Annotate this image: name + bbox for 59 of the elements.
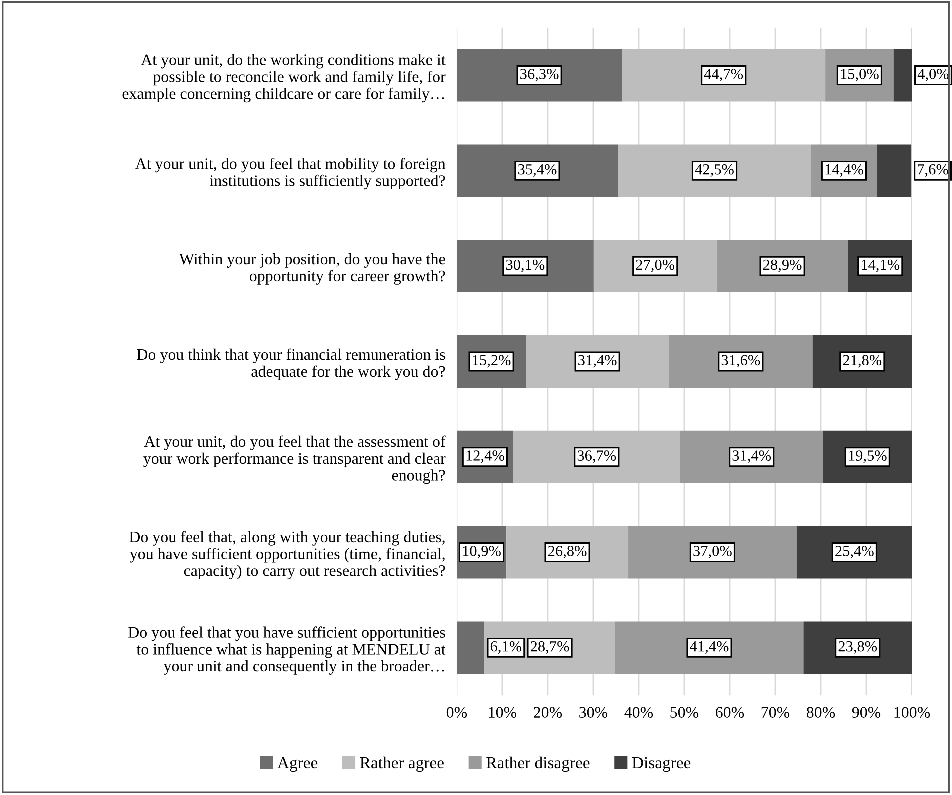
bar	[513, 430, 680, 484]
data-label: 14,4%	[826, 164, 864, 177]
data-label: 31,6%	[722, 355, 760, 368]
bar	[628, 526, 797, 579]
y-tick-label: Within your job position, do you have the opportunity for career growth?	[179, 253, 446, 285]
x-tick-label: 20%	[534, 707, 562, 718]
bar	[618, 144, 812, 198]
x-tick-label: 10%	[489, 707, 517, 718]
data-label: 28,7%	[530, 641, 570, 654]
data-label: 31,4%	[578, 355, 617, 368]
bar	[615, 622, 804, 674]
data-label: 25,4%	[836, 546, 874, 559]
y-tick-label: Do you think that your financial remuneration is adequate for the work you do?	[137, 348, 446, 380]
data-label: 7,6%	[918, 164, 948, 177]
y-tick-label: Do you feel that, along with your teaching duties, you have sufficient opportunities (time, financial, capacity) to carry out research activities?	[130, 531, 446, 580]
data-label: 28,9%	[763, 260, 802, 272]
y-tick-label: At your unit, do you feel that the assessment of your work performance is transparent and clear enough?	[144, 436, 446, 484]
data-label: 30,1%	[506, 260, 545, 272]
data-label: 15,2%	[473, 355, 511, 368]
x-tick-label: 0%	[446, 707, 468, 718]
x-tick-label: 40%	[624, 707, 654, 718]
data-label: 10,9%	[463, 546, 501, 559]
data-label: 4,0%	[918, 69, 949, 82]
bar	[622, 49, 826, 102]
data-label: 27,0%	[636, 260, 675, 272]
data-label: 21,8%	[843, 355, 882, 368]
data-label: 41,4%	[690, 641, 729, 654]
x-tick-label: 50%	[670, 707, 699, 718]
y-tick-label: Do you feel that you have sufficient opportunities to influence what is happening at MENDELU at your unit and consequently in the broader…	[128, 626, 446, 675]
y-tick-label: At your unit, do the working conditions make it possible to reconcile work and family life, for example concerning childcare or care for family…	[122, 54, 446, 103]
legend-label: Rather agree	[360, 756, 444, 772]
data-label: 36,7%	[578, 450, 616, 464]
bar	[456, 49, 622, 102]
data-label: 26,8%	[548, 546, 587, 559]
bar	[456, 622, 485, 674]
bar	[876, 144, 912, 198]
y-tick-label: At your unit, do you feel that mobility to foreign institutions is sufficiently supported?	[135, 158, 446, 190]
data-label: 15,0%	[841, 69, 879, 82]
data-label: 37,0%	[694, 546, 732, 559]
legend-label: Rather disagree	[486, 756, 590, 772]
x-tick-label: 60%	[716, 707, 744, 718]
data-label: 42,5%	[695, 164, 734, 177]
x-tick-label: 30%	[580, 707, 608, 718]
data-label: 36,3%	[520, 69, 559, 82]
x-tick-label: 90%	[852, 707, 881, 718]
data-label: 23,8%	[838, 641, 878, 654]
data-label: 6,1%	[490, 641, 522, 654]
data-label: 12,4%	[466, 450, 504, 464]
x-tick-label: 70%	[762, 707, 790, 718]
data-label: 19,5%	[849, 450, 887, 464]
x-tick-label: 80%	[806, 707, 836, 718]
data-label: 35,4%	[518, 164, 557, 177]
data-label: 44,7%	[704, 69, 744, 82]
bar	[894, 49, 912, 102]
legend-label: Agree	[278, 757, 318, 772]
data-label: 31,4%	[732, 450, 772, 464]
x-tick-label: 100%	[894, 707, 930, 718]
data-label: 14,1%	[862, 260, 900, 272]
legend-label: Disagree	[632, 757, 691, 772]
